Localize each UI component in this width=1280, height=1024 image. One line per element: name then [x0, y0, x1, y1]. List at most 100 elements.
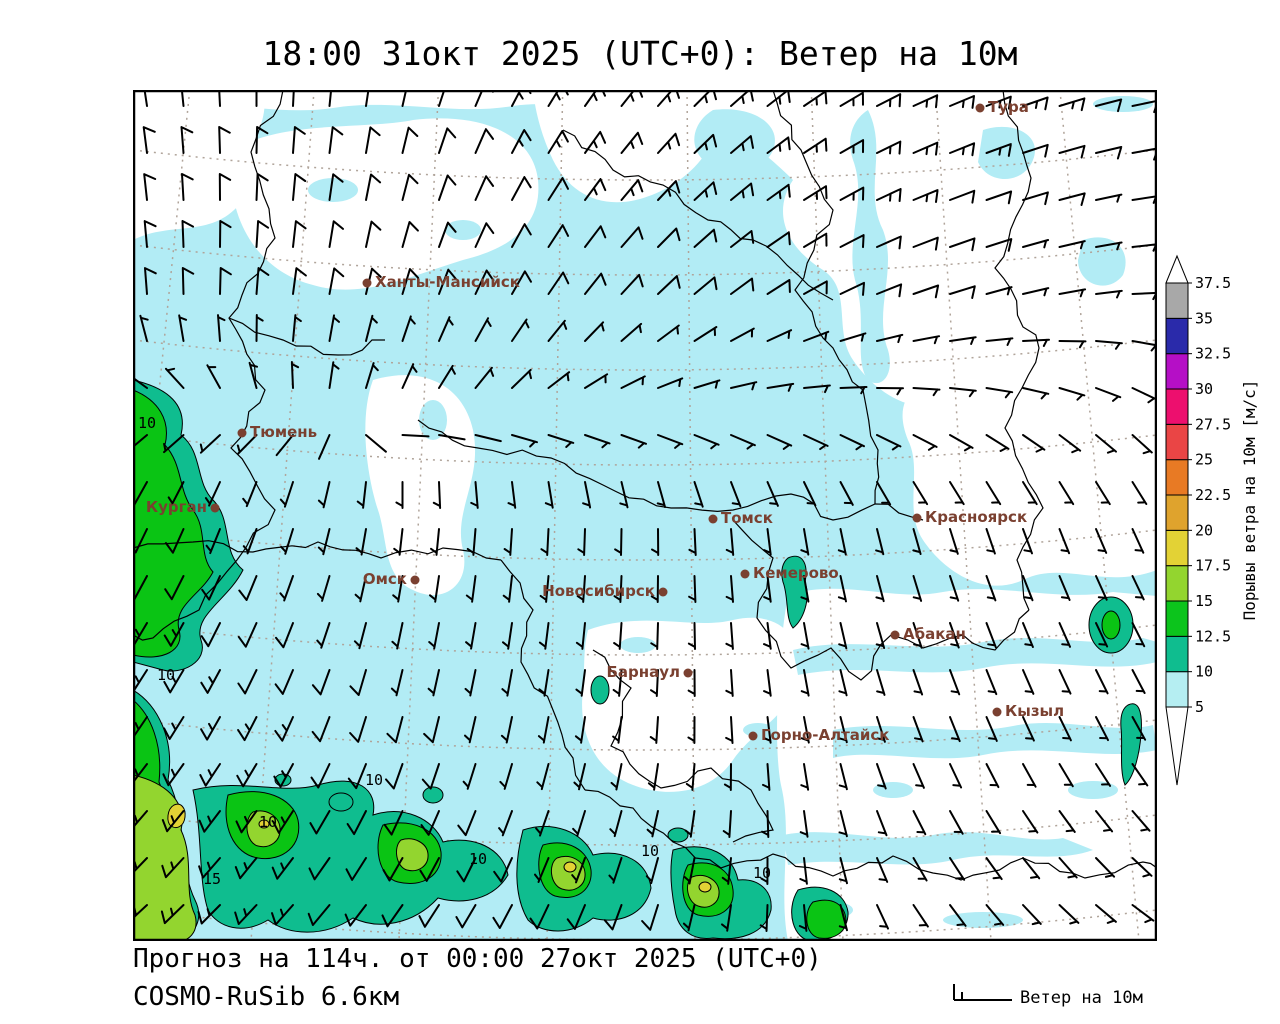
- region-borders: [133, 90, 1157, 881]
- wind-barb: [723, 763, 732, 791]
- wind-barb: [273, 763, 294, 788]
- wind-barb: [1022, 287, 1050, 297]
- wind-barb: [641, 904, 659, 931]
- wind-barb: [575, 622, 586, 650]
- wind-barb: [547, 371, 571, 389]
- wind-barb: [763, 528, 772, 556]
- wind-barb: [355, 528, 367, 556]
- wind-barb: [234, 857, 258, 880]
- wind-barb: [1095, 146, 1123, 160]
- wind-barb: [218, 90, 221, 107]
- wind-barb: [1058, 904, 1080, 925]
- wind-barb: [730, 135, 754, 154]
- wind-barb: [310, 763, 331, 789]
- wind-barb: [219, 220, 232, 248]
- wind-barb: [474, 222, 495, 248]
- wind-barb: [242, 481, 258, 508]
- wind-barb: [876, 235, 902, 250]
- wind-barb: [456, 857, 477, 883]
- colorbar-tick-label: 12.5: [1195, 627, 1231, 645]
- wind-barb: [949, 669, 961, 696]
- wind-barb: [800, 528, 810, 556]
- wind-barb: [1022, 528, 1033, 555]
- wind-barb: [432, 481, 442, 509]
- wind-barb: [657, 377, 684, 389]
- wind-barb: [499, 763, 513, 790]
- wind-barb: [1095, 340, 1123, 350]
- wind-barb: [165, 367, 185, 389]
- wind-barb: [133, 622, 148, 647]
- wind-barb: [577, 528, 586, 556]
- wind-barb: [693, 228, 718, 248]
- wind-barb: [292, 314, 302, 342]
- colorbar-arrow-up: [1165, 254, 1189, 284]
- wind-barb: [1095, 387, 1122, 402]
- wind-barb: [876, 387, 904, 396]
- city-dot: [237, 428, 247, 438]
- wind-barb: [255, 314, 264, 342]
- wind-barb: [1131, 387, 1157, 404]
- wind-barb: [547, 224, 570, 248]
- wind-barb: [1022, 669, 1035, 695]
- wind-barb: [318, 434, 331, 460]
- wind-barb: [133, 370, 148, 389]
- wind-barb: [1058, 575, 1071, 601]
- wind-barb: [438, 174, 457, 201]
- wind-barb: [345, 857, 367, 881]
- wind-barb: [647, 763, 659, 791]
- wind-barb: [838, 904, 848, 932]
- wind-barb: [837, 528, 847, 556]
- wind-barb: [365, 220, 382, 248]
- wind-barb: [163, 622, 185, 647]
- wind-barb: [197, 904, 221, 925]
- wind-barb: [876, 716, 886, 743]
- wind-barb: [766, 382, 795, 392]
- wind-barb: [311, 669, 331, 696]
- wind-barb: [219, 267, 232, 295]
- wind-barb: [1022, 143, 1049, 158]
- wind-barb: [511, 129, 532, 154]
- wind-barb: [401, 90, 408, 107]
- city-label: Омск: [363, 570, 407, 588]
- wind-barb: [584, 373, 609, 389]
- calm-area: [365, 375, 476, 596]
- wind-barb: [133, 810, 148, 829]
- colorbar-tick-label: 32.5: [1195, 345, 1231, 363]
- wind-barb: [1022, 96, 1049, 111]
- wind-barb: [730, 381, 758, 391]
- wind-barb: [803, 185, 828, 201]
- wind-barb: [493, 857, 513, 883]
- wind-barb: [236, 434, 258, 455]
- wind-barb: [427, 669, 440, 697]
- gust-contour-region: [698, 881, 712, 893]
- wind-barb: [763, 669, 772, 697]
- wind-barb: [575, 669, 586, 697]
- wind-barb: [455, 904, 477, 929]
- wind-barb: [620, 375, 646, 389]
- wind-barb: [529, 904, 550, 930]
- colorbar-tick-label: 20: [1195, 521, 1213, 539]
- wind-barb: [316, 575, 331, 602]
- wind-barb: [839, 434, 865, 451]
- wind-barb: [255, 173, 269, 201]
- wind-barb: [395, 481, 404, 509]
- wind-barb: [328, 267, 345, 295]
- wind-barb: [725, 528, 735, 556]
- wind-barb: [725, 669, 734, 697]
- calm-area: [902, 380, 1157, 586]
- wind-barb: [876, 810, 888, 837]
- wind-barb: [584, 130, 607, 154]
- wind-barb: [875, 622, 886, 649]
- gust-contour-region: [563, 861, 577, 873]
- wind-barb: [949, 810, 964, 835]
- city-label: Тура: [988, 98, 1029, 116]
- wind-barb: [912, 335, 941, 345]
- calm-area: [231, 118, 539, 290]
- wind-barb: [470, 481, 479, 509]
- city-dot: [975, 103, 985, 113]
- colorbar-segment: [1165, 635, 1189, 673]
- wind-barb: [799, 857, 808, 885]
- wind-barb: [142, 126, 156, 154]
- wind-barb: [1095, 904, 1117, 924]
- wind-barb: [1131, 716, 1147, 741]
